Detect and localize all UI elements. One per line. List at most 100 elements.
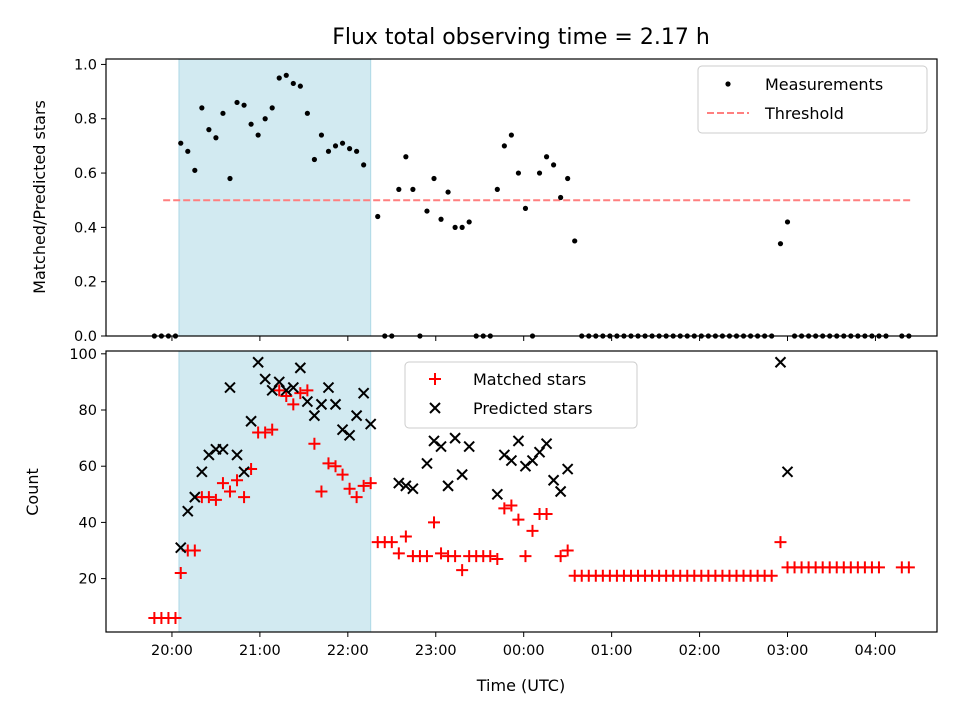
xtick-label: 00:00 xyxy=(503,643,545,659)
matched-star-point xyxy=(484,550,497,563)
measurement-point xyxy=(192,167,198,173)
matched-star-point xyxy=(301,384,314,397)
measurement-point xyxy=(304,110,310,116)
predicted-star-point xyxy=(231,449,243,461)
measurement-point xyxy=(550,162,557,168)
bottom-ytick-label: 60 xyxy=(79,459,97,475)
bottom-x-ticks: 20:00 21:00 22:00 23:00 00:00 01:00 02:00 03:00… xyxy=(151,632,896,659)
xtick-label: 01:00 xyxy=(591,643,633,659)
legend-matched-marker xyxy=(429,373,441,385)
predicted-star-point xyxy=(357,387,370,399)
matched-star-point xyxy=(765,569,778,582)
xtick-label: 02:00 xyxy=(679,643,721,659)
predicted-star-point xyxy=(322,381,335,394)
predicted-star-point xyxy=(561,463,574,475)
measurement-point xyxy=(445,189,451,195)
matched-star-point xyxy=(329,460,342,473)
matched-star-point xyxy=(435,547,448,560)
predicted-star-point xyxy=(175,541,187,554)
predicted-star-point xyxy=(329,398,342,411)
top-x-ticks xyxy=(171,336,876,341)
legend-measurements-label: Measurements xyxy=(765,75,883,94)
measurement-point xyxy=(543,154,550,160)
measurement-point xyxy=(346,146,353,152)
bottom-axes-frame xyxy=(105,350,938,633)
predicted-star-point xyxy=(421,457,433,470)
matched-star-point xyxy=(872,561,885,574)
measurement-point xyxy=(777,241,784,247)
predicted-star-point xyxy=(182,505,194,517)
matched-star-point xyxy=(308,437,321,450)
bottom-y-ticks: 20 40 60 80 100 xyxy=(69,347,106,588)
predicted-star-point xyxy=(774,356,787,368)
predicted-star-point xyxy=(343,429,356,442)
measurement-point xyxy=(459,224,465,230)
measurement-point xyxy=(466,219,472,225)
top-ytick-label: 0.8 xyxy=(74,112,97,128)
top-legend: Measurements Threshold xyxy=(697,65,928,134)
measurement-point xyxy=(339,140,346,146)
predicted-star-point xyxy=(189,491,201,503)
measurement-point xyxy=(227,175,233,182)
matched-star-point xyxy=(266,423,279,436)
predicted-star-point xyxy=(364,418,377,430)
matched-star-point xyxy=(561,544,574,557)
matched-star-point xyxy=(202,491,215,504)
predicted-star-point xyxy=(781,466,794,478)
predicted-star-point xyxy=(203,449,215,461)
legend-predicted-label: Predicted stars xyxy=(473,399,593,418)
matched-star-point xyxy=(343,482,356,495)
bottom-ytick-label: 40 xyxy=(79,515,97,531)
observing-span-bottom xyxy=(178,350,372,633)
measurement-point xyxy=(410,186,416,192)
measurement-point xyxy=(452,224,458,230)
predicted-star-point xyxy=(519,460,532,472)
matched-star-point xyxy=(456,564,469,577)
measurement-point xyxy=(311,156,318,163)
top-ytick-label: 0.4 xyxy=(74,220,97,236)
measurement-point xyxy=(396,186,402,192)
x-axis-label: Time (UTC) xyxy=(476,676,565,695)
matched-star-point xyxy=(322,457,335,470)
bottom-panel: 20 40 60 80 100 20:00 21:00 22:00 23:00 00:00 01:… xyxy=(23,347,938,695)
predicted-star-point xyxy=(498,449,511,461)
legend-threshold-label: Threshold xyxy=(764,104,844,123)
measurement-point xyxy=(262,116,268,122)
xtick-label: 23:00 xyxy=(415,643,457,659)
measurement-point xyxy=(515,170,522,176)
matched-star-point xyxy=(420,550,433,563)
top-legend-box xyxy=(697,65,928,134)
top-panel: 0.0 0.2 0.4 0.6 0.8 1.0 Matched/Predicted sta… xyxy=(30,57,938,345)
measurement-point xyxy=(206,127,212,133)
xtick-label: 22:00 xyxy=(327,643,369,659)
predicted-star-point xyxy=(280,384,292,397)
top-y-ticks: 0.0 0.2 0.4 0.6 0.8 1.0 xyxy=(74,57,106,345)
measurement-point xyxy=(255,132,261,138)
bottom-y-axis-label: Count xyxy=(23,468,42,516)
measurement-point xyxy=(220,110,226,116)
matched-star-point xyxy=(223,485,236,498)
predicted-star-point xyxy=(540,438,553,450)
matched-star-point xyxy=(315,485,328,498)
measurement-point xyxy=(361,162,367,168)
measurement-point xyxy=(185,148,191,154)
measurement-point xyxy=(536,170,543,176)
matched-star-point xyxy=(174,566,187,579)
matched-star-point xyxy=(399,530,412,543)
bottom-ytick-label: 20 xyxy=(79,572,97,588)
measurement-point xyxy=(508,132,514,138)
predicted-star-point xyxy=(393,477,405,489)
measurement-point xyxy=(403,154,409,160)
measurement-point xyxy=(199,105,205,111)
measurement-point xyxy=(283,72,289,78)
measurement-point xyxy=(558,194,564,201)
matched-star-point xyxy=(357,479,370,492)
measurement-point xyxy=(318,132,325,138)
measurement-point xyxy=(269,105,275,111)
predicted-star-point xyxy=(217,443,229,456)
matched-star-point xyxy=(216,477,229,490)
predicted-star-point xyxy=(442,480,454,492)
predicted-star-point xyxy=(505,454,518,467)
legend-matched-label: Matched stars xyxy=(473,370,586,389)
matched-star-point xyxy=(231,474,244,487)
